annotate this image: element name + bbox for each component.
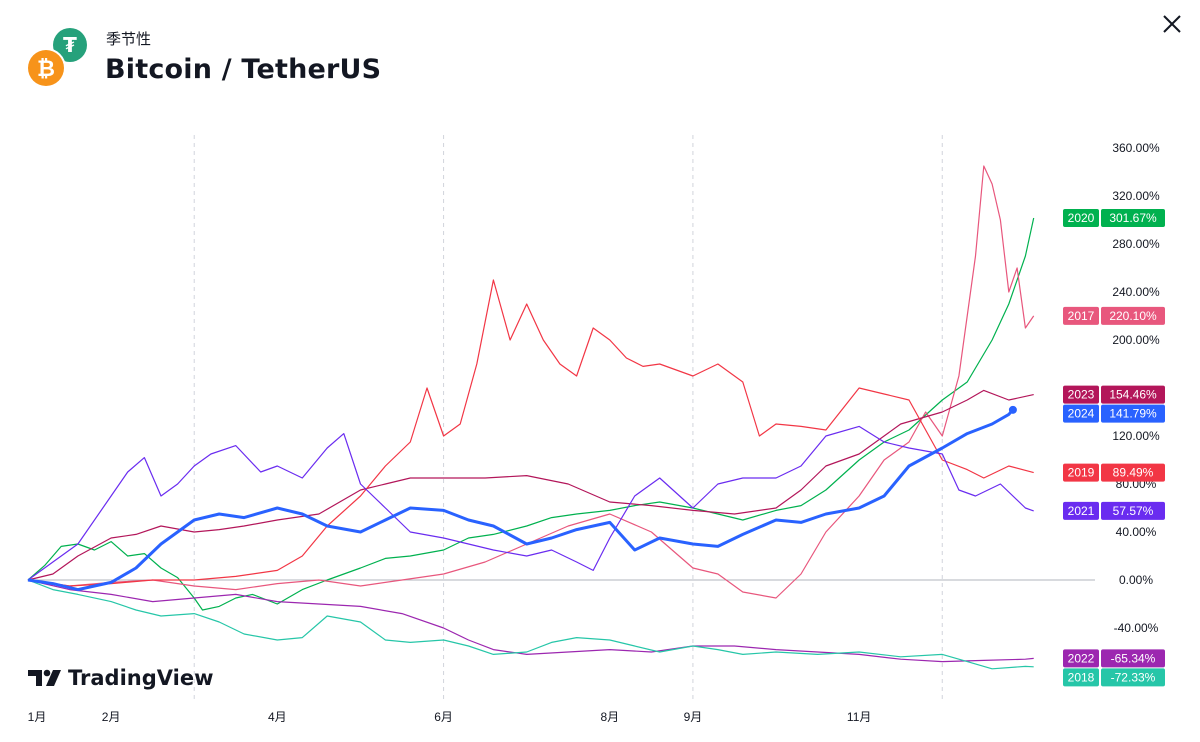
series-value-badge <box>1101 385 1165 404</box>
series-line-2022 <box>27 579 1034 663</box>
series-endpoint-2024 <box>1008 405 1017 414</box>
series-year-badge <box>1063 208 1099 227</box>
series-value-label: 301.67% <box>1109 211 1157 225</box>
series-year-label: 2019 <box>1068 466 1095 480</box>
y-tick-label: 200.00% <box>1112 333 1160 347</box>
series-line-2020 <box>27 217 1035 611</box>
series-value-label: 141.79% <box>1109 407 1157 421</box>
series-year-badge <box>1063 463 1099 482</box>
series-label-2017: 2017 220.10% <box>1063 306 1165 325</box>
series-label-2021: 2021 57.57% <box>1063 501 1165 520</box>
series-label-2023: 2023 154.46% <box>1063 385 1165 404</box>
series-year-badge <box>1063 668 1099 687</box>
series-line-2017 <box>27 165 1035 599</box>
series-value-label: 89.49% <box>1113 466 1154 480</box>
series-value-label: -72.33% <box>1111 670 1156 684</box>
series-year-badge <box>1063 501 1099 520</box>
header: ₮ ₿ 季节性 Bitcoin / TetherUS <box>0 0 1200 100</box>
series-value-badge <box>1101 306 1165 325</box>
y-tick-label: 0.00% <box>1119 573 1153 587</box>
y-tick-label: 240.00% <box>1112 285 1160 299</box>
series-year-label: 2020 <box>1068 211 1095 225</box>
series-line-2021 <box>27 425 1034 581</box>
series-year-label: 2024 <box>1068 407 1095 421</box>
svg-text:₮: ₮ <box>63 33 77 57</box>
series-value-label: 220.10% <box>1109 309 1157 323</box>
series-year-badge <box>1063 306 1099 325</box>
series-value-badge <box>1101 668 1165 687</box>
y-axis: 360.00% 320.00% 280.00% 240.00% 200.00% 120.0… <box>1112 141 1160 635</box>
series-value-label: -65.34% <box>1111 651 1156 665</box>
series-value-badge <box>1101 501 1165 520</box>
symbol-logo: ₮ ₿ <box>26 28 87 88</box>
y-tick-label: 280.00% <box>1112 237 1160 251</box>
x-tick-label: 8月 <box>600 710 619 724</box>
series-label-2022: 2022 -65.34% <box>1063 649 1165 668</box>
series-value-label: 154.46% <box>1109 388 1157 402</box>
series-value-badge <box>1101 649 1165 668</box>
x-tick-label: 9月 <box>684 710 703 724</box>
series-line-2018 <box>27 579 1034 670</box>
series-year-badge <box>1063 385 1099 404</box>
y-tick-label: 120.00% <box>1112 429 1160 443</box>
series-year-label: 2018 <box>1068 670 1095 684</box>
y-tick-label: -40.00% <box>1114 621 1159 635</box>
series-year-badge <box>1063 404 1099 423</box>
svg-text:₿: ₿ <box>37 57 55 82</box>
y-tick-label: 320.00% <box>1112 189 1160 203</box>
series-label-2020: 2020 301.67% <box>1063 208 1165 227</box>
y-tick-label: 360.00% <box>1112 141 1160 155</box>
close-icon[interactable] <box>1158 10 1186 38</box>
chart-subtitle: 季节性 <box>106 30 152 48</box>
series-year-badge <box>1063 649 1099 668</box>
series-value-badge <box>1101 404 1165 423</box>
tradingview-wordmark: TradingView <box>68 666 214 690</box>
y-tick-label: 40.00% <box>1116 525 1157 539</box>
series-year-label: 2021 <box>1068 504 1095 518</box>
series-label-2024: 2024 141.79% <box>1063 404 1165 423</box>
series-line-2023 <box>27 389 1034 581</box>
series-line-2024 <box>27 408 1015 592</box>
series-label-2018: 2018 -72.33% <box>1063 668 1165 687</box>
grid <box>28 135 1095 700</box>
x-tick-label: 6月 <box>434 710 453 724</box>
series-lines <box>27 165 1035 670</box>
x-axis: 1月 2月 4月 6月 8月 9月 11月 <box>28 710 872 724</box>
series-value-badge <box>1101 208 1165 227</box>
series-label-2019: 2019 89.49% <box>1063 463 1165 482</box>
series-year-label: 2023 <box>1068 388 1095 402</box>
x-tick-label: 11月 <box>847 710 871 724</box>
x-tick-label: 4月 <box>268 710 287 724</box>
chart-title: Bitcoin / TetherUS <box>105 54 382 85</box>
x-tick-label: 1月 <box>28 710 47 724</box>
series-labels: 2020 301.67% 2017 220.10% 2023 154.46% 2024 141… <box>1063 208 1165 687</box>
series-year-label: 2022 <box>1068 651 1095 665</box>
series-value-badge <box>1101 463 1165 482</box>
series-line-2019 <box>27 279 1034 587</box>
series-value-label: 57.57% <box>1113 504 1154 518</box>
tether-icon: ₮ <box>53 28 87 62</box>
series-year-label: 2017 <box>1068 309 1095 323</box>
bitcoin-icon: ₿ <box>26 48 66 88</box>
x-tick-label: 2月 <box>102 710 121 724</box>
tradingview-logo-icon <box>28 669 61 686</box>
